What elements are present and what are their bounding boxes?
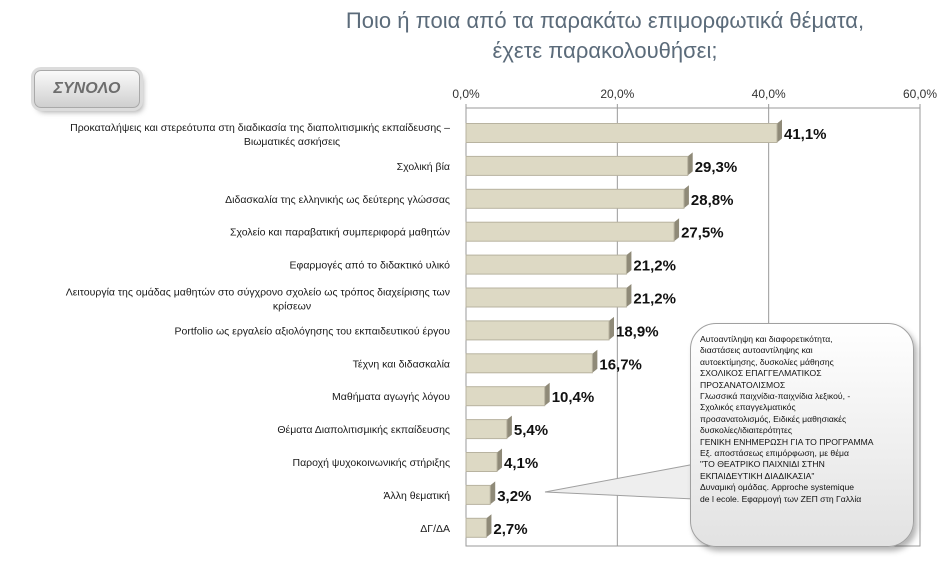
callout-line: Δυναμική ομάδας. Approche systemique [700, 482, 855, 493]
value-label: 29,3% [695, 159, 738, 176]
bar [465, 484, 491, 505]
bar [465, 155, 689, 176]
value-label: 21,2% [633, 291, 676, 308]
category-label: Προκαταλήψεις και στερεότυπα στη διαδικα… [70, 122, 450, 134]
callout-line: Σχολικός επαγγελματικός [700, 402, 796, 413]
category-label: Portfolio ως εργαλείο αξιολόγησης του εκ… [175, 325, 451, 337]
bar [465, 517, 487, 538]
total-badge: ΣΥΝΟΛΟ [34, 70, 140, 108]
value-label: 16,7% [599, 356, 642, 373]
value-label: 5,4% [514, 422, 548, 439]
callout-line: de l ecole. Εφαρμογή των ΖΕΠ στη Γαλλία [700, 493, 862, 504]
bar [465, 254, 627, 275]
bar [465, 452, 498, 472]
x-tick-label: 40,0% [752, 87, 786, 101]
chart-title-line-2: έχετε παρακολουθήσει; [492, 38, 718, 63]
category-label: Άλλη θεματική [384, 490, 451, 502]
value-label: 2,7% [493, 521, 527, 538]
category-label: Σχολείο και παραβατική συμπεριφορά μαθητ… [230, 227, 450, 239]
category-label: Μαθήματα αγωγής λόγου [332, 391, 450, 403]
bar [465, 419, 508, 440]
callout-line: αυτοεκτίμησης, δυσκολίες μάθησης [700, 356, 834, 367]
bar [465, 287, 627, 308]
callout-line: "ΤΟ ΘΕΑΤΡΙΚΟ ΠΑΙΧΝΙΔΙ ΣΤΗΝ [700, 459, 825, 470]
category-label: Βιωματικές ασκήσεις [244, 136, 340, 148]
bar [465, 188, 685, 209]
callout-line: ΠΡΟΣΑΝΑΤΟΛΙΣΜΟΣ [700, 379, 786, 390]
category-label: Σχολική βία [397, 161, 450, 173]
bar [465, 320, 610, 341]
callout-line: προσανατολισμός, Ειδικές μαθησιακές [700, 413, 847, 424]
value-label: 4,1% [504, 455, 538, 472]
value-label: 27,5% [681, 225, 724, 242]
x-tick-label: 60,0% [903, 87, 937, 101]
callout-line: Αυτοαντίληψη και διαφορετικότητα, [700, 334, 833, 344]
bar [465, 221, 675, 242]
value-label: 18,9% [616, 323, 659, 340]
category-label: Θέματα Διαπολιτισμικής εκπαίδευσης [277, 424, 450, 436]
category-label: Λειτουργία της ομάδας μαθητών στο σύγχρο… [66, 287, 450, 299]
category-label: ΔΓ/ΔΑ [420, 523, 450, 535]
category-label: Παροχή ψυχοκοινωνικής στήριξης [292, 457, 450, 469]
chart-title: Ποιο ή ποια από τα παρακάτω επιμορφωτικά… [260, 6, 950, 66]
bar [465, 386, 546, 407]
callout-bubble [690, 323, 914, 547]
category-label: Εφαρμογές από το διδακτικό υλικό [290, 260, 451, 272]
chart-title-line-1: Ποιο ή ποια από τα παρακάτω επιμορφωτικά… [345, 8, 865, 33]
value-label: 41,1% [784, 126, 827, 143]
value-label: 28,8% [691, 192, 734, 209]
value-label: 10,4% [552, 389, 595, 406]
x-tick-label: 0,0% [452, 87, 480, 101]
callout-line: ΣΧΟΛΙΚΟΣ ΕΠΑΓΓΕΛΜΑΤΙΚΟΣ [700, 368, 822, 379]
callout-line: ΕΚΠΑΙΔΕΥΤΙΚΗ ΔΙΑΔΙΚΑΣΙΑ" [700, 470, 815, 481]
bar [465, 123, 778, 143]
callout-line: Εξ. αποστάσεως επιμόρφωση, με θέμα [700, 448, 849, 459]
callout-line: Γλωσσικά παιχνίδια-παιχνίδια λεξικού, - [700, 391, 851, 402]
callout-text: Αυτοαντίληψη και διαφορετικότητα, διαστάσ… [700, 334, 910, 505]
callout-line: ΓΕΝΙΚΗ ΕΝΗΜΕΡΩΣΗ ΓΙΑ ΤΟ ΠΡΟΓΡΑΜΜΑ [700, 436, 874, 447]
bar [465, 353, 593, 374]
value-label: 21,2% [633, 258, 676, 275]
category-label: κρίσεων [273, 301, 311, 313]
category-label: Διδασκαλία της ελληνικής ως δεύτερης γλώ… [225, 194, 450, 206]
category-label: Τέχνη και διδασκαλία [353, 358, 450, 370]
x-tick-label: 20,0% [600, 87, 634, 101]
callout-line: δυσκολίες/ιδιαιτερότητες [700, 425, 792, 436]
value-label: 3,2% [497, 488, 531, 505]
callout-line: διαστάσεις αυτοαντίληψης και [700, 345, 813, 356]
